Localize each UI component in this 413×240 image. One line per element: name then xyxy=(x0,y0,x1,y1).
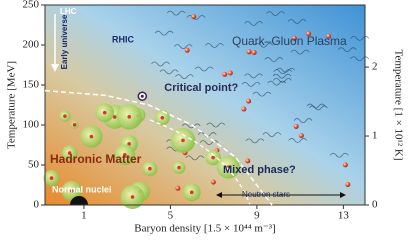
quark xyxy=(191,14,196,19)
quark xyxy=(127,115,131,119)
quark xyxy=(175,186,180,191)
annotation: Hadronic Matter xyxy=(50,152,142,166)
quark xyxy=(148,167,152,171)
y2-tick-label: 0 xyxy=(372,199,378,211)
y-tick-label: 150 xyxy=(23,79,40,91)
quark xyxy=(73,123,77,127)
quark xyxy=(161,116,165,120)
annotation: Normal nuclei xyxy=(52,184,112,194)
y2-tick-label: 2 xyxy=(372,61,378,73)
quark xyxy=(211,180,216,185)
y-tick-label: 50 xyxy=(28,159,40,171)
y2-axis-label: Temperature [1 × 10¹² K] xyxy=(392,50,404,161)
quark xyxy=(131,195,135,199)
quark xyxy=(345,182,350,187)
x-tick-label: 9 xyxy=(254,210,260,222)
annotation: RHIC xyxy=(112,34,134,44)
quark xyxy=(252,50,257,55)
quark xyxy=(343,162,348,167)
quark xyxy=(181,139,185,143)
annotation: Quark–Gluon Plasma xyxy=(232,34,347,48)
annotation: Early universe xyxy=(60,14,69,69)
quark xyxy=(246,99,251,104)
y-tick-label: 100 xyxy=(23,119,40,131)
y-axis-label: Temperature [MeV] xyxy=(6,61,18,149)
y-tick-label: 250 xyxy=(23,0,40,11)
annotation: Neutron stars xyxy=(242,190,290,199)
quark xyxy=(190,191,194,195)
y2-tick-label: 1 xyxy=(372,130,378,142)
quark xyxy=(211,156,215,160)
quark xyxy=(247,49,252,54)
quark xyxy=(63,114,67,118)
critical-point-core xyxy=(141,95,144,98)
quark xyxy=(228,71,233,76)
quark xyxy=(90,135,94,139)
quark xyxy=(185,48,190,53)
quark xyxy=(222,72,227,77)
critical-point-label: Critical point? xyxy=(164,82,238,94)
x-tick-label: 5 xyxy=(168,210,174,222)
quark xyxy=(245,158,250,163)
quark xyxy=(241,107,246,112)
x-tick-label: 1 xyxy=(81,210,87,222)
quark xyxy=(103,111,107,115)
quark xyxy=(294,124,299,129)
annotation: Mixed phase? xyxy=(223,164,296,176)
x-axis-label: Baryon density [1.5 × 10⁴⁴ m⁻³] xyxy=(134,223,276,235)
y-tick-label: 0 xyxy=(34,199,40,211)
y-tick-label: 200 xyxy=(23,39,40,51)
quark xyxy=(299,133,304,138)
chart: Baryon density [1.5 × 10⁴⁴ m⁻³] Temperat… xyxy=(0,0,413,240)
quark xyxy=(177,166,181,170)
page: Baryon density [1.5 × 10⁴⁴ m⁻³] Temperat… xyxy=(0,0,413,240)
x-tick-label: 13 xyxy=(338,210,350,222)
quark xyxy=(50,176,54,180)
